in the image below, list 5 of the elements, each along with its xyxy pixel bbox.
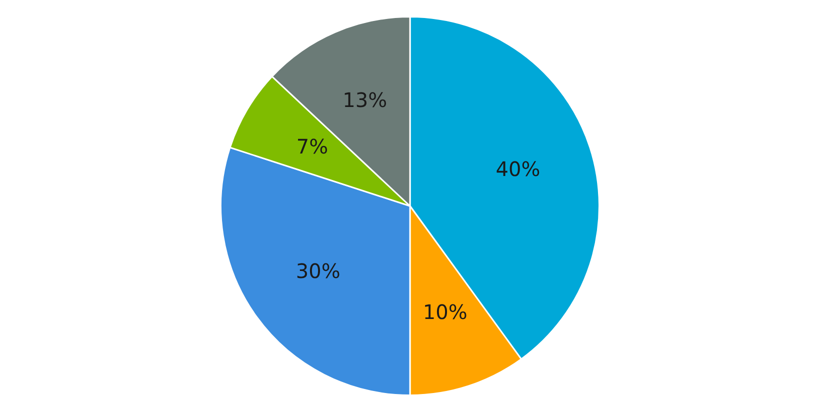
data-label: 30% (296, 258, 340, 283)
data-label: 40% (496, 157, 540, 182)
data-label: 10% (422, 300, 468, 324)
data-label: 13% (342, 88, 388, 112)
data-label: 7% (296, 134, 328, 158)
